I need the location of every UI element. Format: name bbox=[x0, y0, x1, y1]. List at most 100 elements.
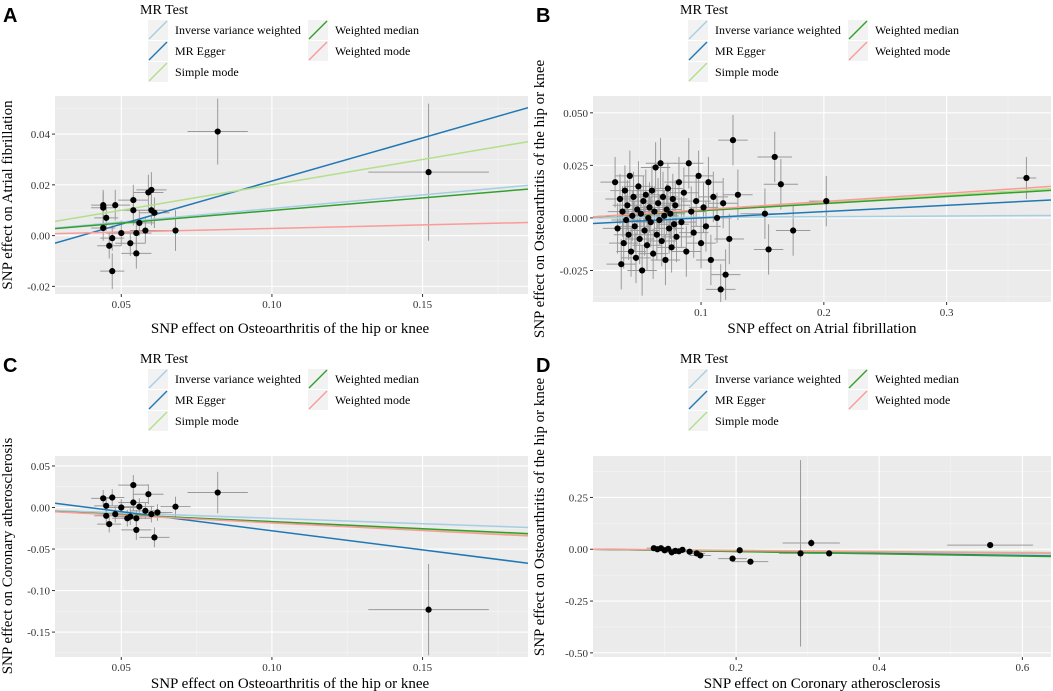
data-point bbox=[705, 179, 712, 186]
data-point bbox=[130, 481, 137, 489]
data-point bbox=[425, 606, 432, 613]
data-point bbox=[668, 244, 675, 251]
legend-key bbox=[848, 390, 868, 410]
data-point bbox=[100, 495, 107, 502]
data-point bbox=[148, 186, 155, 194]
data-point bbox=[693, 198, 700, 205]
plot-background bbox=[593, 456, 1051, 657]
y-tick-label: -0.05 bbox=[27, 544, 50, 556]
legend-key bbox=[688, 62, 708, 82]
legend-key bbox=[848, 41, 868, 61]
data-point bbox=[133, 526, 140, 534]
y-axis-title: SNP effect on Osteoarthritis of the hip … bbox=[532, 378, 548, 657]
legend-key bbox=[688, 369, 708, 389]
y-tick-label: 0.00 bbox=[31, 231, 51, 243]
legend-key-line bbox=[688, 20, 708, 40]
data-point bbox=[142, 507, 149, 514]
y-axis-title: SNP effect on Coronary atherosclerosis bbox=[0, 438, 16, 675]
legend-label: Simple mode bbox=[715, 414, 779, 428]
legend-key bbox=[688, 41, 708, 61]
data-point bbox=[133, 250, 140, 257]
legend-label: Weighted mode bbox=[335, 393, 410, 407]
legend-key bbox=[148, 411, 168, 431]
y-tick-label: 0.25 bbox=[569, 492, 589, 504]
x-axis-title: SNP effect on Coronary atherosclerosis bbox=[704, 676, 941, 691]
data-point bbox=[631, 223, 638, 230]
data-point bbox=[635, 183, 642, 190]
legend-key-line bbox=[308, 41, 328, 61]
data-point bbox=[713, 214, 721, 222]
data-point bbox=[664, 185, 672, 192]
legend-key-line bbox=[848, 41, 868, 61]
data-point bbox=[808, 539, 815, 547]
data-point bbox=[661, 212, 668, 219]
legend-key-line bbox=[308, 20, 328, 40]
x-tick-label: 0.4 bbox=[872, 662, 886, 674]
data-point bbox=[632, 254, 640, 261]
data-point bbox=[130, 499, 137, 506]
legend-key bbox=[308, 369, 328, 389]
data-point bbox=[627, 248, 635, 255]
data-point bbox=[747, 558, 754, 565]
legend-title: MR Test bbox=[140, 3, 188, 18]
legend-key bbox=[688, 20, 708, 40]
data-point bbox=[1023, 174, 1030, 182]
data-point bbox=[100, 224, 107, 232]
legend-key-line bbox=[688, 390, 708, 410]
x-tick-label: 0.05 bbox=[112, 299, 132, 311]
x-tick-label: 0.3 bbox=[940, 307, 954, 319]
y-axis-title: SNP effect on Osteoarthritis of the hip … bbox=[532, 60, 548, 339]
data-point bbox=[151, 534, 158, 541]
legend-label: Weighted mode bbox=[875, 44, 950, 58]
y-tick-label: 0.000 bbox=[563, 213, 588, 225]
data-point bbox=[678, 219, 685, 226]
y-tick-label: 0.05 bbox=[31, 461, 51, 473]
legend-title: MR Test bbox=[140, 352, 188, 367]
data-point bbox=[619, 208, 626, 215]
plot-area bbox=[593, 114, 1051, 302]
data-point bbox=[823, 198, 830, 205]
data-point bbox=[118, 229, 125, 237]
data-point bbox=[685, 160, 692, 167]
data-point bbox=[130, 196, 137, 204]
data-point bbox=[214, 128, 221, 135]
panel-letter: C bbox=[3, 355, 17, 377]
legend-key-line bbox=[688, 411, 708, 431]
legend-label: MR Egger bbox=[175, 44, 225, 58]
data-point bbox=[651, 208, 658, 215]
data-point bbox=[103, 214, 110, 221]
data-point bbox=[106, 521, 113, 528]
data-point bbox=[720, 200, 727, 207]
plot-area bbox=[55, 471, 528, 656]
data-point bbox=[717, 286, 724, 293]
legend-key bbox=[308, 20, 328, 40]
data-point bbox=[614, 225, 621, 232]
data-point bbox=[669, 195, 676, 203]
legend-label: Weighted mode bbox=[335, 44, 410, 58]
mr-line-mr-egger bbox=[55, 106, 528, 244]
data-point bbox=[657, 160, 664, 167]
x-axis-title: SNP effect on Atrial fibrillation bbox=[727, 321, 917, 337]
legend-key-line bbox=[688, 41, 708, 61]
panel-letter: B bbox=[536, 5, 550, 27]
data-point bbox=[172, 503, 179, 510]
y-tick-label: 0.00 bbox=[31, 502, 51, 514]
data-point bbox=[643, 242, 651, 249]
legend-key-line bbox=[148, 411, 168, 431]
plot-area bbox=[55, 98, 528, 289]
data-point bbox=[142, 227, 149, 234]
data-point bbox=[136, 219, 143, 227]
legend-label: Weighted mode bbox=[875, 393, 950, 407]
x-tick-label: 0.15 bbox=[413, 299, 433, 311]
legend-key bbox=[308, 390, 328, 410]
data-point bbox=[624, 202, 631, 209]
data-point bbox=[625, 231, 632, 238]
data-point bbox=[683, 248, 690, 255]
legend-key bbox=[688, 411, 708, 431]
legend-label: Weighted median bbox=[335, 372, 419, 386]
legend-key-line bbox=[688, 369, 708, 389]
legend-label: Weighted median bbox=[875, 372, 959, 386]
data-point bbox=[697, 552, 704, 559]
y-tick-label: -0.15 bbox=[27, 627, 50, 639]
data-point bbox=[647, 219, 654, 226]
